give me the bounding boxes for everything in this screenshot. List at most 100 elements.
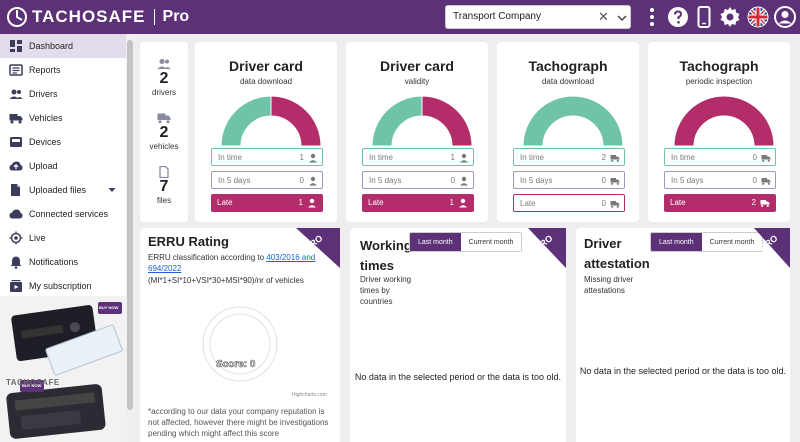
sidebar-item-drivers[interactable]: Drivers [0,82,126,106]
promo-buy-now-badge-2[interactable]: BUY NOW [22,383,42,388]
sidebar-item-dashboard[interactable]: Dashboard [0,34,126,58]
sidebar-item-label: Reports [29,65,61,75]
promo-buy-now-badge[interactable]: BUY NOW [99,305,119,310]
summary-card: 2 drivers 2 vehicles 7 files [140,42,188,222]
clear-icon[interactable]: ✕ [598,9,609,24]
status-row-late[interactable]: Late 0 [513,194,625,212]
sidebar-item-label: Drivers [29,89,58,99]
logo-icon [7,7,27,27]
score-label: Score: 0 [216,359,256,371]
erru-footnote: *according to our data your company repu… [148,406,338,439]
regulation-link-2[interactable]: 694/2022 [148,264,182,273]
driver-attestation-card: Driver attestation Last month Current mo… [576,228,790,442]
status-row-late[interactable]: Late 1 [211,194,323,212]
row-value: 0 [601,176,606,185]
sidebar-scrollbar-thumb[interactable] [127,40,133,410]
drivers-label: drivers [151,88,176,97]
sidebar-item-live[interactable]: Live [0,226,126,250]
sidebar-item-my-subscription[interactable]: My subscription [0,274,126,298]
card-subtitle: periodic inspection [685,77,753,86]
drivers-count: 2 [159,70,169,87]
person-icon [460,153,468,163]
chevron-down-icon[interactable] [616,12,628,24]
gear-icon[interactable] [718,5,742,29]
summary-drivers[interactable]: 2 drivers [140,58,188,97]
truck-icon [760,200,770,207]
company-select[interactable]: Transport Company ✕ [445,5,631,29]
donut-segment-in-time[interactable] [371,95,423,146]
truck-icon [610,178,620,185]
pro-ribbon [528,228,566,268]
status-row-in-time[interactable]: In time 2 [513,148,625,166]
donut-segment-late[interactable] [421,95,473,146]
caret-down-icon[interactable] [108,186,116,194]
card-title: Tachograph [679,58,759,74]
account-icon[interactable] [773,5,797,29]
uk-flag-icon[interactable] [746,5,770,29]
status-row-in-time[interactable]: In time 1 [211,148,323,166]
desc-line: times by [360,286,390,295]
dashboard-icon [10,40,22,52]
card-subtitle: data download [541,77,595,86]
status-row-in-5-days[interactable]: In 5 days 0 [211,171,323,189]
donut-segment-in-time[interactable] [220,95,272,146]
row-value: 2 [601,153,606,162]
promo-banner[interactable]: TACHOSAFE BUY NOW BUY NOW [0,296,126,442]
row-label: In time [520,153,545,162]
more-vert-icon[interactable] [640,5,664,29]
donut-chart[interactable] [519,92,627,146]
sidebar-item-label: Uploaded files [29,185,87,195]
sidebar-item-upload[interactable]: Upload [0,154,126,178]
summary-files[interactable]: 7 files [140,166,188,205]
sidebar-item-devices[interactable]: Devices [0,130,126,154]
sidebar-item-connected-services[interactable]: Connected services [0,202,126,226]
reports-icon [9,64,23,76]
regulation-link[interactable]: 403/2016 and [266,253,316,262]
status-row-in-time[interactable]: In time 1 [362,148,474,166]
last-month-button[interactable]: Last month [651,233,702,251]
sidebar-item-reports[interactable]: Reports [0,58,126,82]
truck-icon [761,178,771,185]
status-row-in-time[interactable]: In time 0 [664,148,776,166]
mobile-icon[interactable] [692,5,716,29]
current-month-button[interactable]: Current month [701,233,763,251]
status-row-in-5-days[interactable]: In 5 days 0 [664,171,776,189]
donut-chart[interactable] [368,92,476,146]
erru-formula: (MI*1+SI*10+VSI*30+MSI*90)/nr of vehicle… [148,276,304,285]
erru-title: ERRU Rating [148,234,229,249]
donut-chart[interactable] [670,92,778,146]
person-icon [308,198,316,208]
row-label: In 5 days [520,176,553,185]
truck-icon [157,113,171,124]
title-line: Driver [584,236,622,251]
status-row-in-5-days[interactable]: In 5 days 0 [513,171,625,189]
subscription-icon [10,280,22,292]
donut-chart[interactable] [217,92,325,146]
card-driver-card-validity: Driver card validity In time 1 In 5 days… [346,42,488,222]
sidebar-item-uploaded-files[interactable]: Uploaded files [0,178,126,202]
chart-credit[interactable]: Highcharts.com [292,392,327,398]
donut-segment-in-time[interactable] [522,95,624,146]
cloud-icon [9,209,23,219]
status-row-in-5-days[interactable]: In 5 days 0 [362,171,474,189]
help-icon[interactable] [666,5,690,29]
card-title: Tachograph [528,58,608,74]
summary-vehicles[interactable]: 2 vehicles [140,112,188,151]
card-subtitle: data download [239,77,293,86]
status-row-late[interactable]: Late 1 [362,194,474,212]
row-value: 1 [299,153,304,162]
title-line: times [360,258,394,273]
status-row-late[interactable]: Late 2 [664,194,776,212]
sidebar-item-vehicles[interactable]: Vehicles [0,106,126,130]
donut-segment-late[interactable] [270,95,322,146]
last-month-button[interactable]: Last month [410,233,461,251]
row-value: 0 [752,176,757,185]
current-month-button[interactable]: Current month [460,233,522,251]
truck-icon [761,155,771,162]
working-times-card: Working times Last month Current month P… [350,228,566,442]
working-times-desc: Driver working times by countries [360,274,440,307]
donut-segment-late[interactable] [673,95,775,146]
logo[interactable]: TACHOSAFE Pro [6,6,189,28]
sidebar-item-notifications[interactable]: Notifications [0,250,126,274]
sidebar-item-label: Notifications [29,257,79,267]
